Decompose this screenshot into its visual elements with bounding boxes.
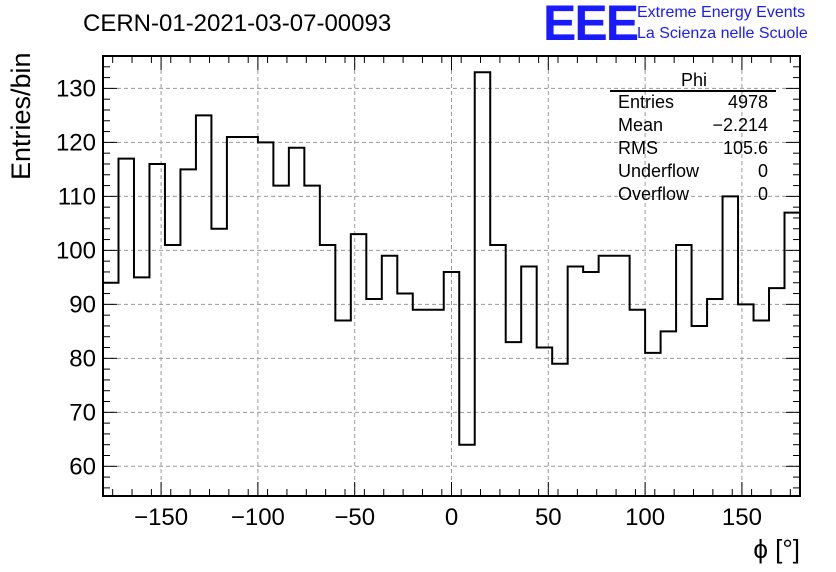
stats-value: 105.6 <box>722 138 768 158</box>
stats-separator <box>610 90 776 92</box>
stats-label: Mean <box>618 115 664 135</box>
x-tick-label: −100 <box>231 504 285 531</box>
x-tick-label: 100 <box>625 504 665 531</box>
logo-subtitle-line2: La Scienza nelle Scuole <box>637 25 808 42</box>
stats-row-overflow: Overflow 0 <box>618 184 768 206</box>
y-tick-labels: 60 70 80 90 100 110 120 130 <box>56 75 96 480</box>
y-tick-label: 70 <box>69 399 96 426</box>
stats-value: −2.214 <box>712 115 768 135</box>
stats-label: Underflow <box>618 161 700 181</box>
stats-row-underflow: Underflow 0 <box>618 161 768 183</box>
eee-logo: EEE <box>543 0 639 51</box>
x-tick-label: 50 <box>535 504 562 531</box>
stats-row-entries: Entries 4978 <box>618 92 768 114</box>
x-tick-label: 150 <box>722 504 762 531</box>
x-tick-label: −150 <box>134 504 188 531</box>
grid-lines <box>103 56 800 496</box>
chart-title: CERN-01-2021-03-07-00093 <box>83 10 392 37</box>
y-tick-label: 130 <box>56 75 96 102</box>
stats-value: 0 <box>757 184 768 204</box>
stats-row-rms: RMS 105.6 <box>618 138 768 160</box>
y-tick-label: 110 <box>58 183 96 210</box>
stats-value: 0 <box>757 161 768 181</box>
plot-frame <box>102 55 801 497</box>
stats-value: 4978 <box>727 92 768 112</box>
x-tick-label: −50 <box>334 504 375 531</box>
stats-label: Overflow <box>618 184 690 204</box>
stats-title: Phi <box>680 70 707 90</box>
y-tick-label: 60 <box>69 453 96 480</box>
stats-box: Phi Entries 4978 Mean −2.214 RMS 105.6 U… <box>610 70 778 204</box>
y-tick-label: 80 <box>69 345 96 372</box>
histogram-series-line <box>103 71 800 446</box>
x-axis-label: ϕ [°] <box>753 534 800 564</box>
stats-row-mean: Mean −2.214 <box>618 115 768 137</box>
x-tick-labels: −150 −100 −50 0 50 100 150 <box>134 504 762 531</box>
logo-subtitle-line1: Extreme Energy Events <box>637 4 806 21</box>
stats-label: RMS <box>618 138 658 158</box>
stats-label: Entries <box>618 92 675 112</box>
y-tick-label: 120 <box>56 129 96 156</box>
y-axis-label: Entries/bin <box>6 52 36 180</box>
x-tick-label: 0 <box>445 504 458 531</box>
y-tick-label: 90 <box>69 291 96 318</box>
y-tick-label: 100 <box>56 237 96 264</box>
